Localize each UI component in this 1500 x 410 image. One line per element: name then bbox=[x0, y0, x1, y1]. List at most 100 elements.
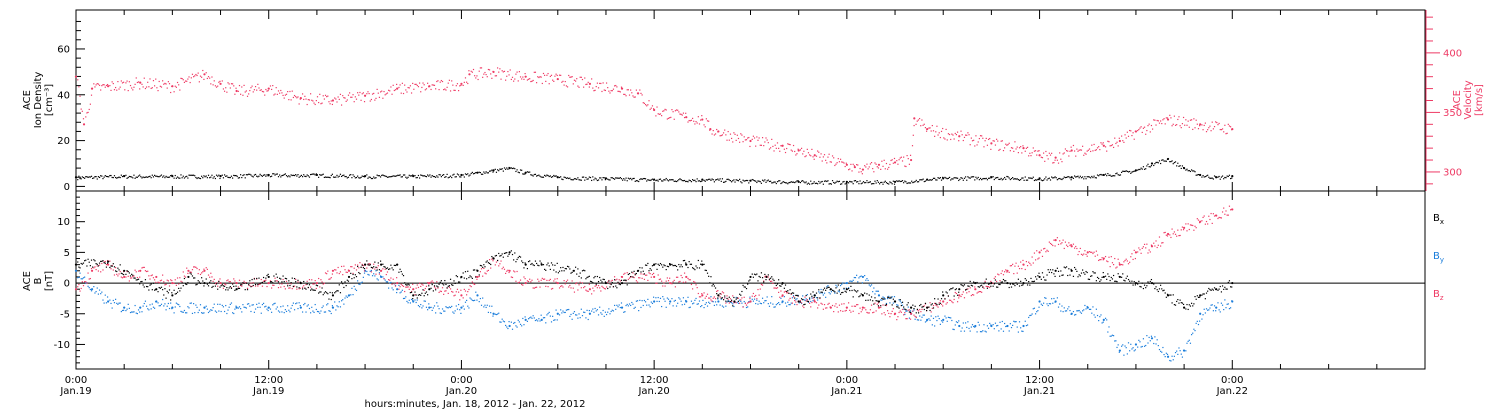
ion-density-dot bbox=[591, 179, 593, 182]
by-dot bbox=[412, 299, 414, 302]
velocity-dot bbox=[842, 161, 844, 163]
velocity-dot bbox=[585, 83, 587, 86]
bx-point bbox=[1199, 294, 1202, 297]
bx-dot bbox=[681, 266, 683, 268]
bx-dot bbox=[818, 289, 820, 291]
bz-dot bbox=[1037, 258, 1039, 260]
bx-dot bbox=[634, 273, 636, 275]
ion-density-dot bbox=[573, 178, 576, 180]
bz-dot bbox=[813, 299, 815, 301]
by-dot bbox=[212, 307, 214, 309]
bz-dot bbox=[305, 284, 307, 286]
bz-point bbox=[974, 288, 977, 291]
bx-dot bbox=[695, 265, 697, 267]
ion-density-dot bbox=[727, 178, 729, 180]
velocity-dot bbox=[1149, 131, 1151, 133]
velocity-dot bbox=[999, 148, 1001, 151]
bz-dot bbox=[962, 291, 964, 293]
bx-dot bbox=[77, 261, 79, 263]
ion-density-dot bbox=[1118, 174, 1120, 176]
velocity-dot bbox=[725, 134, 727, 136]
ion-density-dot bbox=[837, 181, 839, 183]
by-dot bbox=[421, 307, 423, 309]
bx-dot bbox=[795, 294, 797, 297]
velocity-dot bbox=[402, 92, 405, 95]
bz-dot bbox=[776, 287, 779, 289]
by-dot bbox=[438, 308, 440, 310]
velocity-dot bbox=[1194, 127, 1196, 129]
ion-density-dot bbox=[959, 178, 961, 180]
velocity-dot bbox=[285, 93, 288, 95]
by-dot bbox=[945, 317, 947, 319]
by-dot bbox=[956, 321, 959, 324]
by-dot bbox=[1104, 317, 1107, 319]
velocity-dot bbox=[1033, 150, 1036, 152]
bx-dot bbox=[698, 267, 701, 269]
velocity-dot bbox=[235, 87, 237, 89]
ion-density-dot bbox=[423, 175, 425, 177]
velocity-dot bbox=[1124, 134, 1126, 136]
bx-dot bbox=[368, 264, 370, 266]
by-dot bbox=[235, 305, 237, 307]
by-dot bbox=[890, 297, 892, 299]
velocity-dot bbox=[795, 154, 797, 156]
ion-density-dot bbox=[293, 174, 296, 177]
by-dot bbox=[424, 300, 426, 302]
ion-density-dot bbox=[995, 177, 998, 179]
velocity-dot bbox=[105, 84, 108, 87]
ion-density-point bbox=[74, 176, 78, 179]
velocity-point bbox=[460, 82, 463, 85]
velocity-dot bbox=[1190, 119, 1193, 121]
bz-dot bbox=[914, 315, 916, 318]
by-dot bbox=[830, 291, 832, 293]
bx-dot bbox=[472, 269, 475, 271]
bx-dot bbox=[511, 253, 514, 256]
velocity-point bbox=[1070, 149, 1073, 152]
ion-density-dot bbox=[728, 179, 730, 181]
bz-dot bbox=[296, 288, 298, 290]
bx-dot bbox=[789, 289, 791, 291]
bz-dot bbox=[1025, 261, 1028, 263]
ion-density-dot bbox=[97, 176, 99, 178]
bz-dot bbox=[327, 270, 329, 272]
velocity-dot bbox=[459, 85, 461, 87]
ion-density-dot bbox=[817, 183, 819, 185]
ion-density-dot bbox=[1006, 175, 1008, 178]
by-dot bbox=[743, 300, 745, 303]
bz-dot bbox=[1138, 247, 1140, 249]
by-dot bbox=[417, 304, 420, 307]
by-dot bbox=[776, 303, 779, 305]
ion-density-dot bbox=[156, 175, 158, 177]
ion-density-dot bbox=[328, 176, 330, 178]
velocity-dot bbox=[967, 132, 969, 134]
bx-dot bbox=[733, 296, 735, 299]
bottom-tick-label: -10 bbox=[54, 340, 70, 351]
bz-dot bbox=[234, 280, 236, 282]
ion-density-dot bbox=[827, 180, 829, 182]
ion-density-dot bbox=[275, 173, 277, 175]
bz-dot bbox=[835, 303, 837, 305]
bz-dot bbox=[523, 276, 525, 278]
by-dot bbox=[453, 312, 455, 314]
bz-dot bbox=[898, 311, 900, 314]
bx-dot bbox=[388, 268, 390, 271]
bz-dot bbox=[1213, 215, 1216, 217]
bx-dot bbox=[646, 264, 648, 266]
ion-density-dot bbox=[1014, 178, 1016, 180]
bz-dot bbox=[215, 282, 218, 284]
bz-dot bbox=[195, 266, 197, 268]
by-dot bbox=[627, 305, 629, 307]
ion-density-dot bbox=[87, 176, 89, 179]
bz-dot bbox=[416, 284, 418, 286]
bx-dot bbox=[179, 290, 181, 292]
velocity-dot bbox=[205, 72, 207, 74]
ion-density-dot bbox=[1029, 177, 1031, 179]
by-dot bbox=[681, 304, 683, 306]
bx-dot bbox=[248, 284, 250, 286]
bx-dot bbox=[860, 293, 862, 295]
bz-dot bbox=[745, 304, 748, 306]
velocity-dot bbox=[1106, 150, 1108, 152]
by-dot bbox=[701, 305, 703, 307]
velocity-dot bbox=[771, 138, 773, 140]
bz-dot bbox=[1118, 262, 1120, 264]
